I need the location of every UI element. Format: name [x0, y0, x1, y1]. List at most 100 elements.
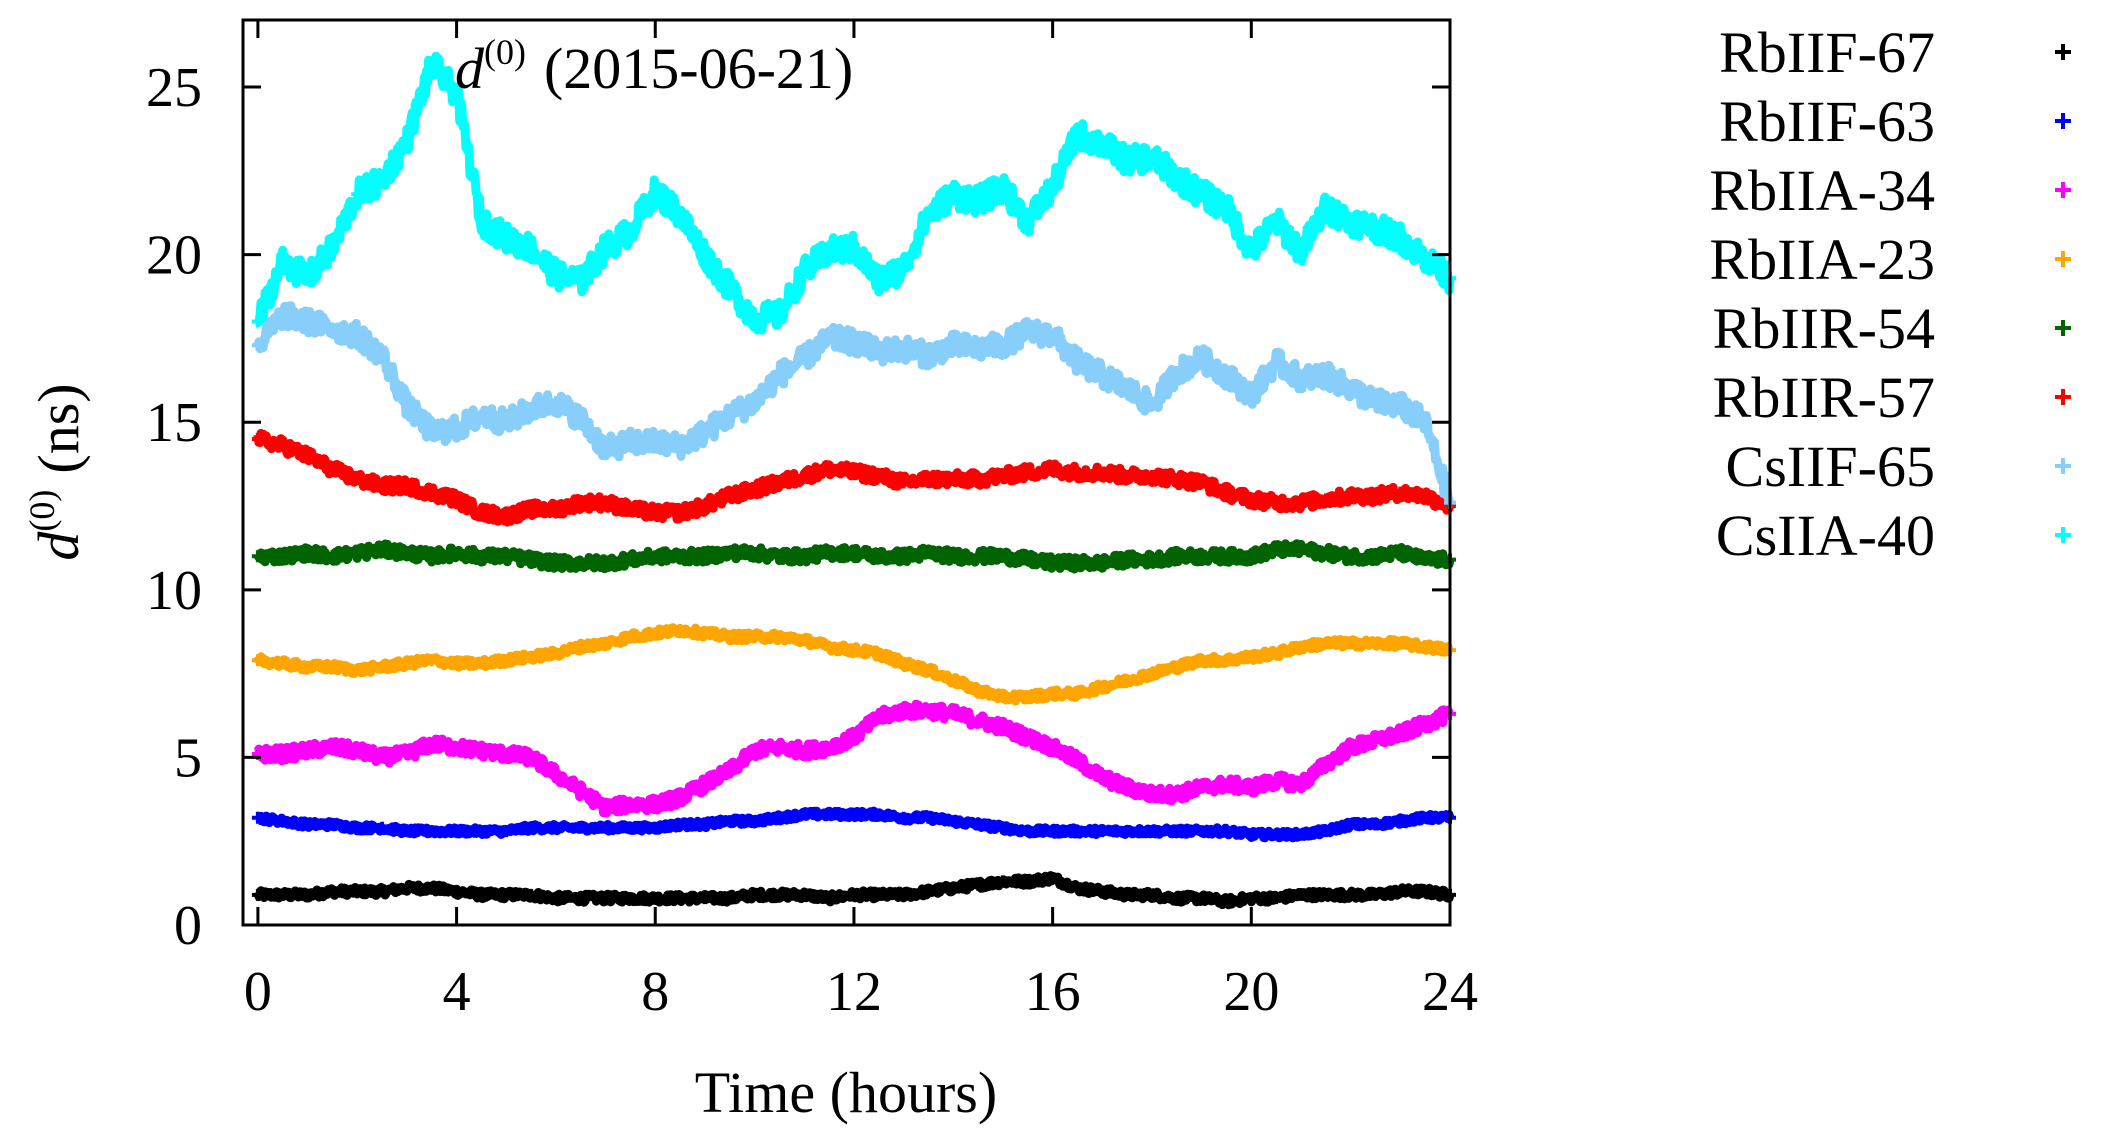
legend-marker [2055, 251, 2071, 267]
data-point [723, 892, 736, 905]
data-point [450, 493, 463, 506]
data-point [450, 87, 463, 100]
data-point [1369, 489, 1382, 502]
data-point [1121, 154, 1134, 167]
data-point [1294, 828, 1307, 841]
data-point [823, 892, 836, 905]
data-point [748, 483, 761, 496]
data-point [475, 888, 488, 901]
chart-title: d(0) (2015-06-21) [455, 32, 853, 101]
data-point [723, 489, 736, 502]
data-point [624, 630, 637, 643]
data-point [1319, 546, 1332, 559]
data-point [450, 546, 463, 559]
data-point [525, 503, 538, 516]
legend-entry-CsIIA-40: CsIIA-40 [1716, 503, 2071, 568]
data-point [698, 426, 711, 439]
legend-entry-RbIIR-57: RbIIR-57 [1713, 365, 2071, 430]
data-point [649, 184, 662, 197]
data-point [1369, 734, 1382, 747]
legend: RbIIF-67RbIIF-63RbIIA-34RbIIA-23RbIIR-54… [1709, 20, 2071, 568]
data-point [525, 888, 538, 901]
series-layer [251, 51, 1456, 910]
data-point [1319, 758, 1332, 771]
data-point [1294, 496, 1307, 509]
data-point [1369, 637, 1382, 650]
data-point [549, 647, 562, 660]
data-point [1369, 396, 1382, 409]
data-point [276, 657, 289, 670]
data-point [624, 225, 637, 238]
data-point [1369, 550, 1382, 563]
data-point [475, 657, 488, 670]
data-point [1121, 781, 1134, 794]
data-point [1344, 818, 1357, 831]
data-point [1096, 885, 1109, 898]
data-point [823, 546, 836, 559]
data-point [773, 888, 786, 901]
data-point [599, 801, 612, 814]
data-point [996, 181, 1009, 194]
data-point [1394, 727, 1407, 740]
data-point [525, 821, 538, 834]
data-point [847, 808, 860, 821]
data-point [1245, 493, 1258, 506]
legend-label: RbIIA-23 [1709, 227, 1935, 292]
data-point [1096, 557, 1109, 569]
legend-marker [2055, 389, 2071, 405]
data-point [1294, 245, 1307, 258]
data-point [276, 308, 289, 321]
data-point [1121, 674, 1134, 687]
data-point [376, 821, 389, 834]
data-point [549, 768, 562, 781]
data-point [1344, 637, 1357, 650]
data-point [922, 811, 935, 824]
data-point [798, 550, 811, 563]
series-RbIIF-63 [251, 806, 1456, 843]
data-point [1195, 352, 1208, 365]
data-point [773, 476, 786, 489]
data-point [872, 345, 885, 358]
series-RbIIR-54 [251, 539, 1456, 574]
data-point [897, 476, 910, 489]
data-point [698, 818, 711, 831]
data-point [847, 888, 860, 901]
data-point [1121, 825, 1134, 838]
data-point [773, 741, 786, 754]
title-symbol: d [455, 36, 485, 101]
legend-label: RbIIR-57 [1713, 365, 1935, 430]
data-point [1245, 245, 1258, 258]
legend-entry-RbIIF-67: RbIIF-67 [1719, 20, 2071, 85]
data-point [847, 731, 860, 744]
data-point [1220, 369, 1233, 382]
data-point [996, 339, 1009, 352]
data-point [376, 751, 389, 764]
data-point [624, 798, 637, 811]
data-point [251, 888, 264, 901]
data-point [1071, 127, 1084, 140]
data-point [326, 660, 339, 673]
data-point [1419, 553, 1432, 566]
data-point [624, 821, 637, 834]
data-point [525, 553, 538, 566]
data-point [1046, 872, 1059, 885]
data-point [823, 463, 836, 476]
data-point [1046, 329, 1059, 342]
data-point [326, 550, 339, 563]
data-point [872, 808, 885, 821]
data-point [649, 892, 662, 905]
data-point [500, 231, 513, 244]
data-point [1096, 466, 1109, 479]
data-point [1419, 251, 1432, 264]
data-point [897, 550, 910, 563]
data-point [475, 506, 488, 519]
data-point [326, 885, 339, 898]
data-point [798, 744, 811, 757]
series-RbIIF-67 [251, 871, 1456, 910]
data-point [1071, 557, 1084, 569]
data-point [1021, 466, 1034, 479]
data-point [1369, 888, 1382, 901]
data-point [972, 342, 985, 355]
data-point [922, 704, 935, 717]
x-tick-label: 24 [1422, 961, 1478, 1023]
